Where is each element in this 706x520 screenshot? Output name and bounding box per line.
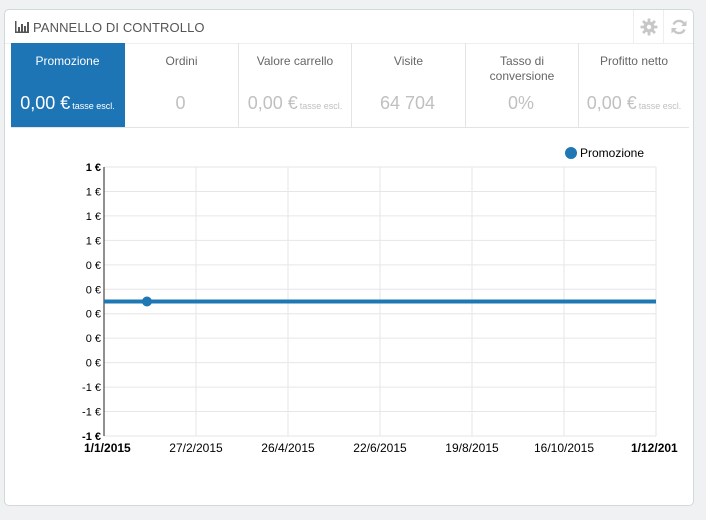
- dashboard-panel: PANNELLO DI CONTROLLO: [4, 9, 694, 506]
- y-tick-label: 1 €: [86, 235, 101, 247]
- y-tick-label: -1 €: [82, 382, 101, 394]
- settings-button[interactable]: [633, 10, 663, 43]
- x-tick-label: 1/12/201: [631, 441, 678, 455]
- kpi-tab-ordini[interactable]: Ordini 0: [125, 43, 239, 127]
- x-tick-label: 19/8/2015: [445, 441, 499, 455]
- y-tick-label: 0 €: [86, 358, 101, 370]
- legend-label-promozione: Promozione: [580, 146, 644, 160]
- kpi-label: Tasso di conversione: [489, 54, 555, 83]
- y-tick-label: 0 €: [86, 309, 101, 321]
- kpi-value-suffix: tasse escl.: [72, 101, 115, 111]
- x-tick-label: 27/2/2015: [169, 441, 223, 455]
- y-tick-label: 0 €: [86, 260, 101, 272]
- chart-area: 1 €1 €1 €1 €0 €0 €0 €0 €0 € -1 € -1 € -1 €1…: [5, 128, 695, 468]
- kpi-value-suffix: tasse escl.: [299, 101, 343, 111]
- kpi-value: 0,00 € tasse escl.: [11, 93, 124, 114]
- y-tick-label: -1 €: [82, 407, 101, 419]
- x-tick-label: 1/1/2015: [84, 441, 131, 455]
- kpi-value-number: 64 704: [379, 93, 436, 113]
- kpi-value: 0%: [466, 93, 578, 114]
- panel-title-text: PANNELLO DI CONTROLLO: [33, 19, 205, 35]
- x-tick-label: 26/4/2015: [261, 441, 315, 455]
- y-tick-label: 1 €: [86, 186, 101, 198]
- kpi-value-number: 0,00 €: [247, 93, 298, 113]
- x-tick-label: 22/6/2015: [353, 441, 407, 455]
- kpi-tab-tasso-conversione[interactable]: Tasso di conversione 0%: [466, 43, 579, 127]
- legend-swatch-promozione: [565, 147, 577, 159]
- kpi-tab-promozione[interactable]: Promozione 0,00 € tasse escl.: [11, 43, 125, 127]
- panel-title: PANNELLO DI CONTROLLO: [15, 19, 205, 35]
- kpi-value: 0,00 € tasse escl.: [239, 93, 351, 114]
- x-tick-label: 16/10/2015: [534, 441, 594, 455]
- kpi-label: Visite: [393, 54, 424, 68]
- panel-header: PANNELLO DI CONTROLLO: [5, 10, 693, 44]
- series-point-promozione: [141, 296, 152, 307]
- kpi-value: 0: [125, 93, 238, 114]
- kpi-value-number: 0,00 €: [586, 93, 637, 113]
- kpi-label: Promozione: [35, 54, 100, 68]
- kpi-value: 64 704: [352, 93, 465, 114]
- refresh-icon: [671, 19, 686, 34]
- y-tick-label: 0 €: [86, 284, 101, 296]
- y-tick-label: 0 €: [86, 333, 101, 345]
- y-tick-label: 1 €: [86, 162, 101, 174]
- bar-chart-icon: [15, 21, 29, 33]
- kpi-value-number: 0: [175, 93, 186, 113]
- kpi-label: Profitto netto: [599, 54, 669, 68]
- gear-icon: [640, 18, 657, 35]
- kpi-label: Ordini: [165, 54, 198, 68]
- y-tick-label: 1 €: [86, 211, 101, 223]
- kpi-tabs: Promozione 0,00 € tasse escl. Ordini 0 Va…: [11, 43, 689, 128]
- kpi-value-number: 0%: [507, 93, 534, 113]
- panel-actions: [633, 10, 693, 43]
- kpi-label: Valore carrello: [256, 54, 334, 68]
- kpi-value: 0,00 € tasse escl.: [579, 93, 689, 114]
- kpi-tab-profitto-netto[interactable]: Profitto netto 0,00 € tasse escl.: [579, 43, 689, 127]
- kpi-tab-valore-carrello[interactable]: Valore carrello 0,00 € tasse escl.: [239, 43, 352, 127]
- refresh-button[interactable]: [663, 10, 693, 43]
- y-tick-label: -1 €: [82, 431, 101, 443]
- kpi-value-suffix: tasse escl.: [638, 101, 682, 111]
- line-chart: 1 €1 €1 €1 €0 €0 €0 €0 €0 €-1 €-1 €-1 €1…: [82, 146, 678, 455]
- kpi-value-number: 0,00 €: [20, 93, 71, 113]
- kpi-tab-visite[interactable]: Visite 64 704: [352, 43, 466, 127]
